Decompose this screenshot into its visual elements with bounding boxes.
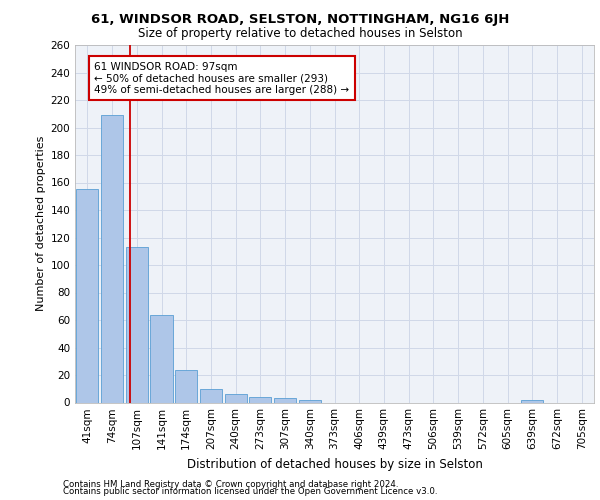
Bar [224, 394, 247, 402]
Text: 61, WINDSOR ROAD, SELSTON, NOTTINGHAM, NG16 6JH: 61, WINDSOR ROAD, SELSTON, NOTTINGHAM, N… [91, 12, 509, 26]
Bar [299, 400, 321, 402]
Bar [200, 389, 222, 402]
Bar [76, 190, 98, 402]
Bar [249, 397, 271, 402]
X-axis label: Distribution of detached houses by size in Selston: Distribution of detached houses by size … [187, 458, 482, 471]
Bar [151, 314, 173, 402]
Bar [175, 370, 197, 402]
Text: 61 WINDSOR ROAD: 97sqm
← 50% of detached houses are smaller (293)
49% of semi-de: 61 WINDSOR ROAD: 97sqm ← 50% of detached… [94, 62, 349, 94]
Y-axis label: Number of detached properties: Number of detached properties [36, 136, 46, 312]
Text: Size of property relative to detached houses in Selston: Size of property relative to detached ho… [137, 28, 463, 40]
Text: Contains public sector information licensed under the Open Government Licence v3: Contains public sector information licen… [63, 487, 437, 496]
Bar [274, 398, 296, 402]
Text: Contains HM Land Registry data © Crown copyright and database right 2024.: Contains HM Land Registry data © Crown c… [63, 480, 398, 489]
Bar [521, 400, 544, 402]
Bar [125, 247, 148, 402]
Bar [101, 115, 123, 403]
